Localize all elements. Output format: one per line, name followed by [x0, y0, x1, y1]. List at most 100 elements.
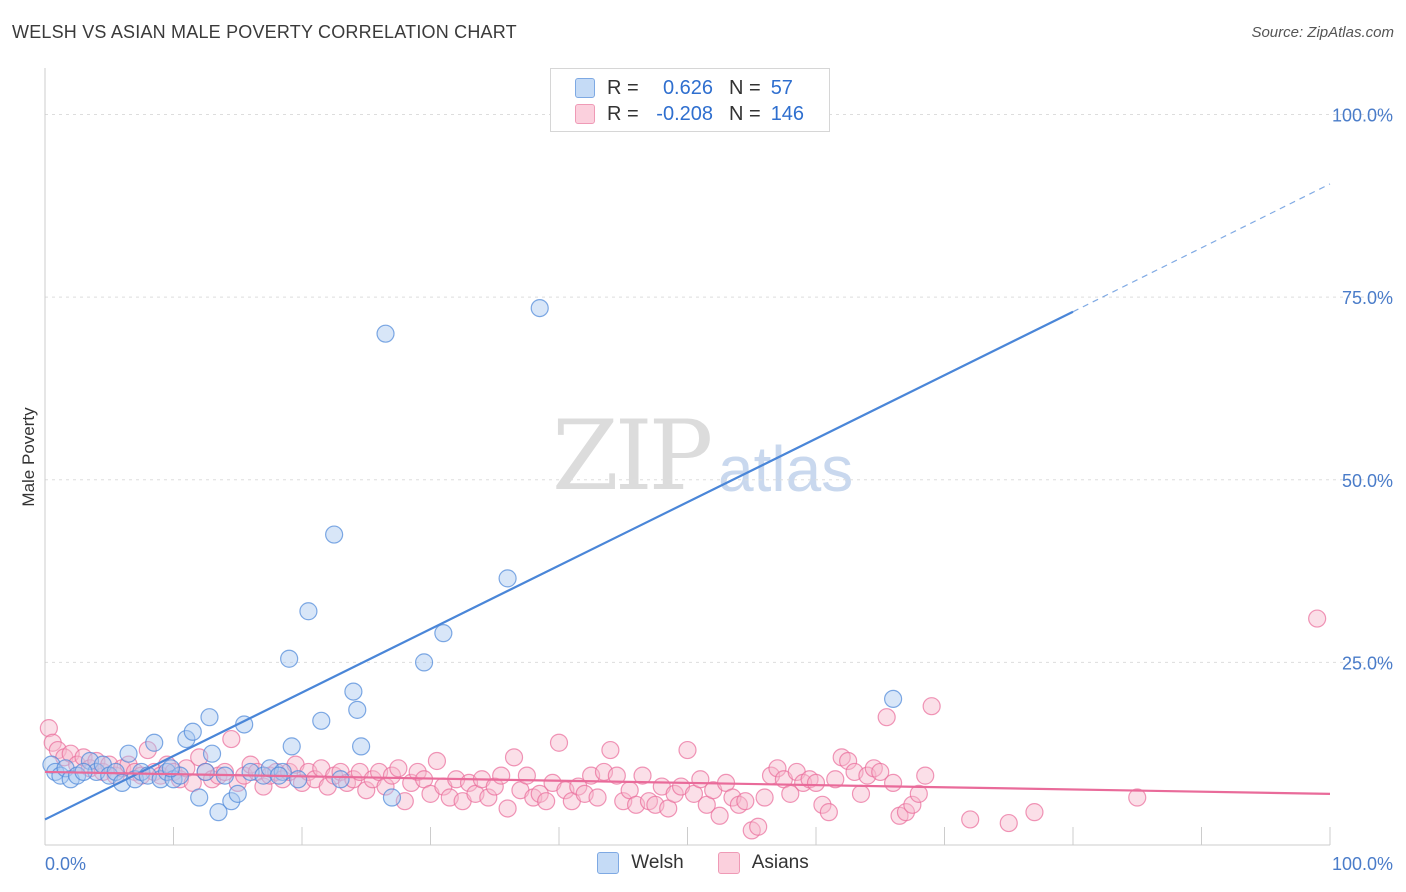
asians-point: [665, 784, 684, 803]
x-tick-label: 100.0%: [1332, 854, 1393, 874]
gridlines: [45, 114, 1392, 663]
trend-lines: [44, 183, 1331, 821]
y-tick-label: 25.0%: [1342, 653, 1393, 673]
y-tick-label: 75.0%: [1342, 288, 1393, 308]
asians-n-value: 146: [770, 102, 805, 125]
welsh-point: [414, 653, 434, 672]
asians-point: [896, 803, 916, 822]
chart-title: WELSH VS ASIAN MALE POVERTY CORRELATION …: [12, 22, 517, 42]
x-tick-label: 0.0%: [45, 854, 86, 874]
welsh-point: [183, 722, 202, 741]
asians-point: [749, 817, 768, 836]
welsh-point: [209, 803, 228, 822]
asians-point: [485, 777, 504, 796]
welsh-point: [119, 744, 138, 763]
asians-point: [1025, 803, 1044, 822]
welsh-points: [42, 105, 903, 822]
axes: [44, 68, 1331, 846]
welsh-n-label: N =: [729, 76, 761, 99]
asians-r-value: -0.208: [656, 102, 713, 125]
asians-point: [909, 784, 928, 803]
asians-point: [916, 766, 935, 785]
welsh-point: [289, 770, 308, 789]
asians-points: [39, 609, 1327, 840]
asians-point: [549, 733, 569, 752]
asians-point: [826, 770, 845, 789]
asians-point: [961, 810, 980, 829]
welsh-point: [200, 708, 219, 727]
asians-point: [883, 773, 903, 793]
asians-point: [806, 773, 826, 793]
welsh-trend-line: [44, 310, 1074, 821]
welsh-point: [299, 602, 318, 621]
legend-row-welsh: R = 0.626 N = 57: [575, 76, 793, 100]
asians-point: [633, 766, 652, 785]
welsh-point: [145, 733, 164, 752]
welsh-point: [498, 569, 517, 588]
asians-point: [222, 729, 241, 749]
welsh-point: [348, 700, 367, 719]
asians-point: [39, 719, 58, 738]
asians-point: [492, 766, 511, 785]
asians-point: [357, 781, 376, 800]
asians-point: [344, 770, 363, 789]
asians-legend-swatch: [717, 852, 740, 874]
asians-point: [877, 708, 896, 727]
welsh-point: [196, 762, 215, 782]
legend-item-asians[interactable]: Asians: [717, 852, 809, 874]
welsh-point: [434, 624, 453, 643]
asians-trend-line: [44, 770, 1331, 795]
y-tick-label: 50.0%: [1342, 471, 1393, 491]
asians-point: [999, 813, 1018, 833]
asians-point: [601, 740, 620, 760]
asians-point: [427, 751, 447, 771]
watermark-zip: ZIP: [552, 400, 713, 512]
welsh-n-value: 57: [770, 76, 793, 99]
asians-point: [607, 766, 626, 785]
welsh-point: [883, 689, 903, 709]
asians-point: [241, 755, 260, 774]
asians-swatch: [575, 104, 595, 124]
asians-point: [569, 777, 588, 796]
welsh-point: [202, 744, 222, 763]
welsh-r-value: 0.626: [662, 76, 713, 99]
welsh-point: [177, 729, 196, 749]
welsh-point: [382, 788, 402, 807]
welsh-point: [190, 788, 209, 807]
welsh-point: [331, 770, 350, 789]
welsh-point: [280, 649, 299, 668]
welsh-point: [282, 737, 301, 756]
legend-row-asians: R = -0.208 N = 146: [575, 102, 804, 126]
asians-point: [839, 751, 858, 771]
asians-point: [768, 759, 787, 778]
welsh-legend-label: Welsh: [631, 852, 684, 873]
welsh-point: [325, 525, 344, 544]
asians-legend-label: Asians: [751, 852, 809, 873]
welsh-point: [530, 299, 549, 318]
asians-point: [736, 792, 755, 811]
y-tick-label: 100.0%: [1332, 106, 1393, 126]
asians-point: [479, 788, 498, 807]
chart-source: Source: ZipAtlas.com: [1251, 24, 1394, 41]
welsh-point: [312, 711, 331, 730]
welsh-swatch: [575, 78, 595, 98]
legend-item-welsh[interactable]: Welsh: [597, 852, 684, 874]
asians-point: [1128, 788, 1147, 807]
asians-point: [408, 762, 427, 782]
welsh-point: [222, 792, 241, 811]
asians-point: [903, 795, 922, 814]
watermark-atlas: atlas: [718, 433, 854, 505]
welsh-trend-line-extension: [1072, 183, 1331, 313]
correlation-legend: R = 0.626 N = 57 R = -0.208 N = 146: [550, 68, 830, 132]
welsh-r-label: R =: [607, 76, 639, 99]
asians-point: [389, 759, 408, 778]
welsh-point: [228, 784, 247, 803]
asians-point: [382, 766, 402, 785]
welsh-legend-swatch: [597, 852, 620, 874]
y-axis-title: Male Poverty: [19, 407, 38, 507]
asians-point: [588, 788, 607, 807]
asians-point: [710, 806, 729, 825]
asians-point: [138, 740, 157, 760]
asians-point: [813, 795, 832, 814]
asians-point: [504, 748, 524, 767]
